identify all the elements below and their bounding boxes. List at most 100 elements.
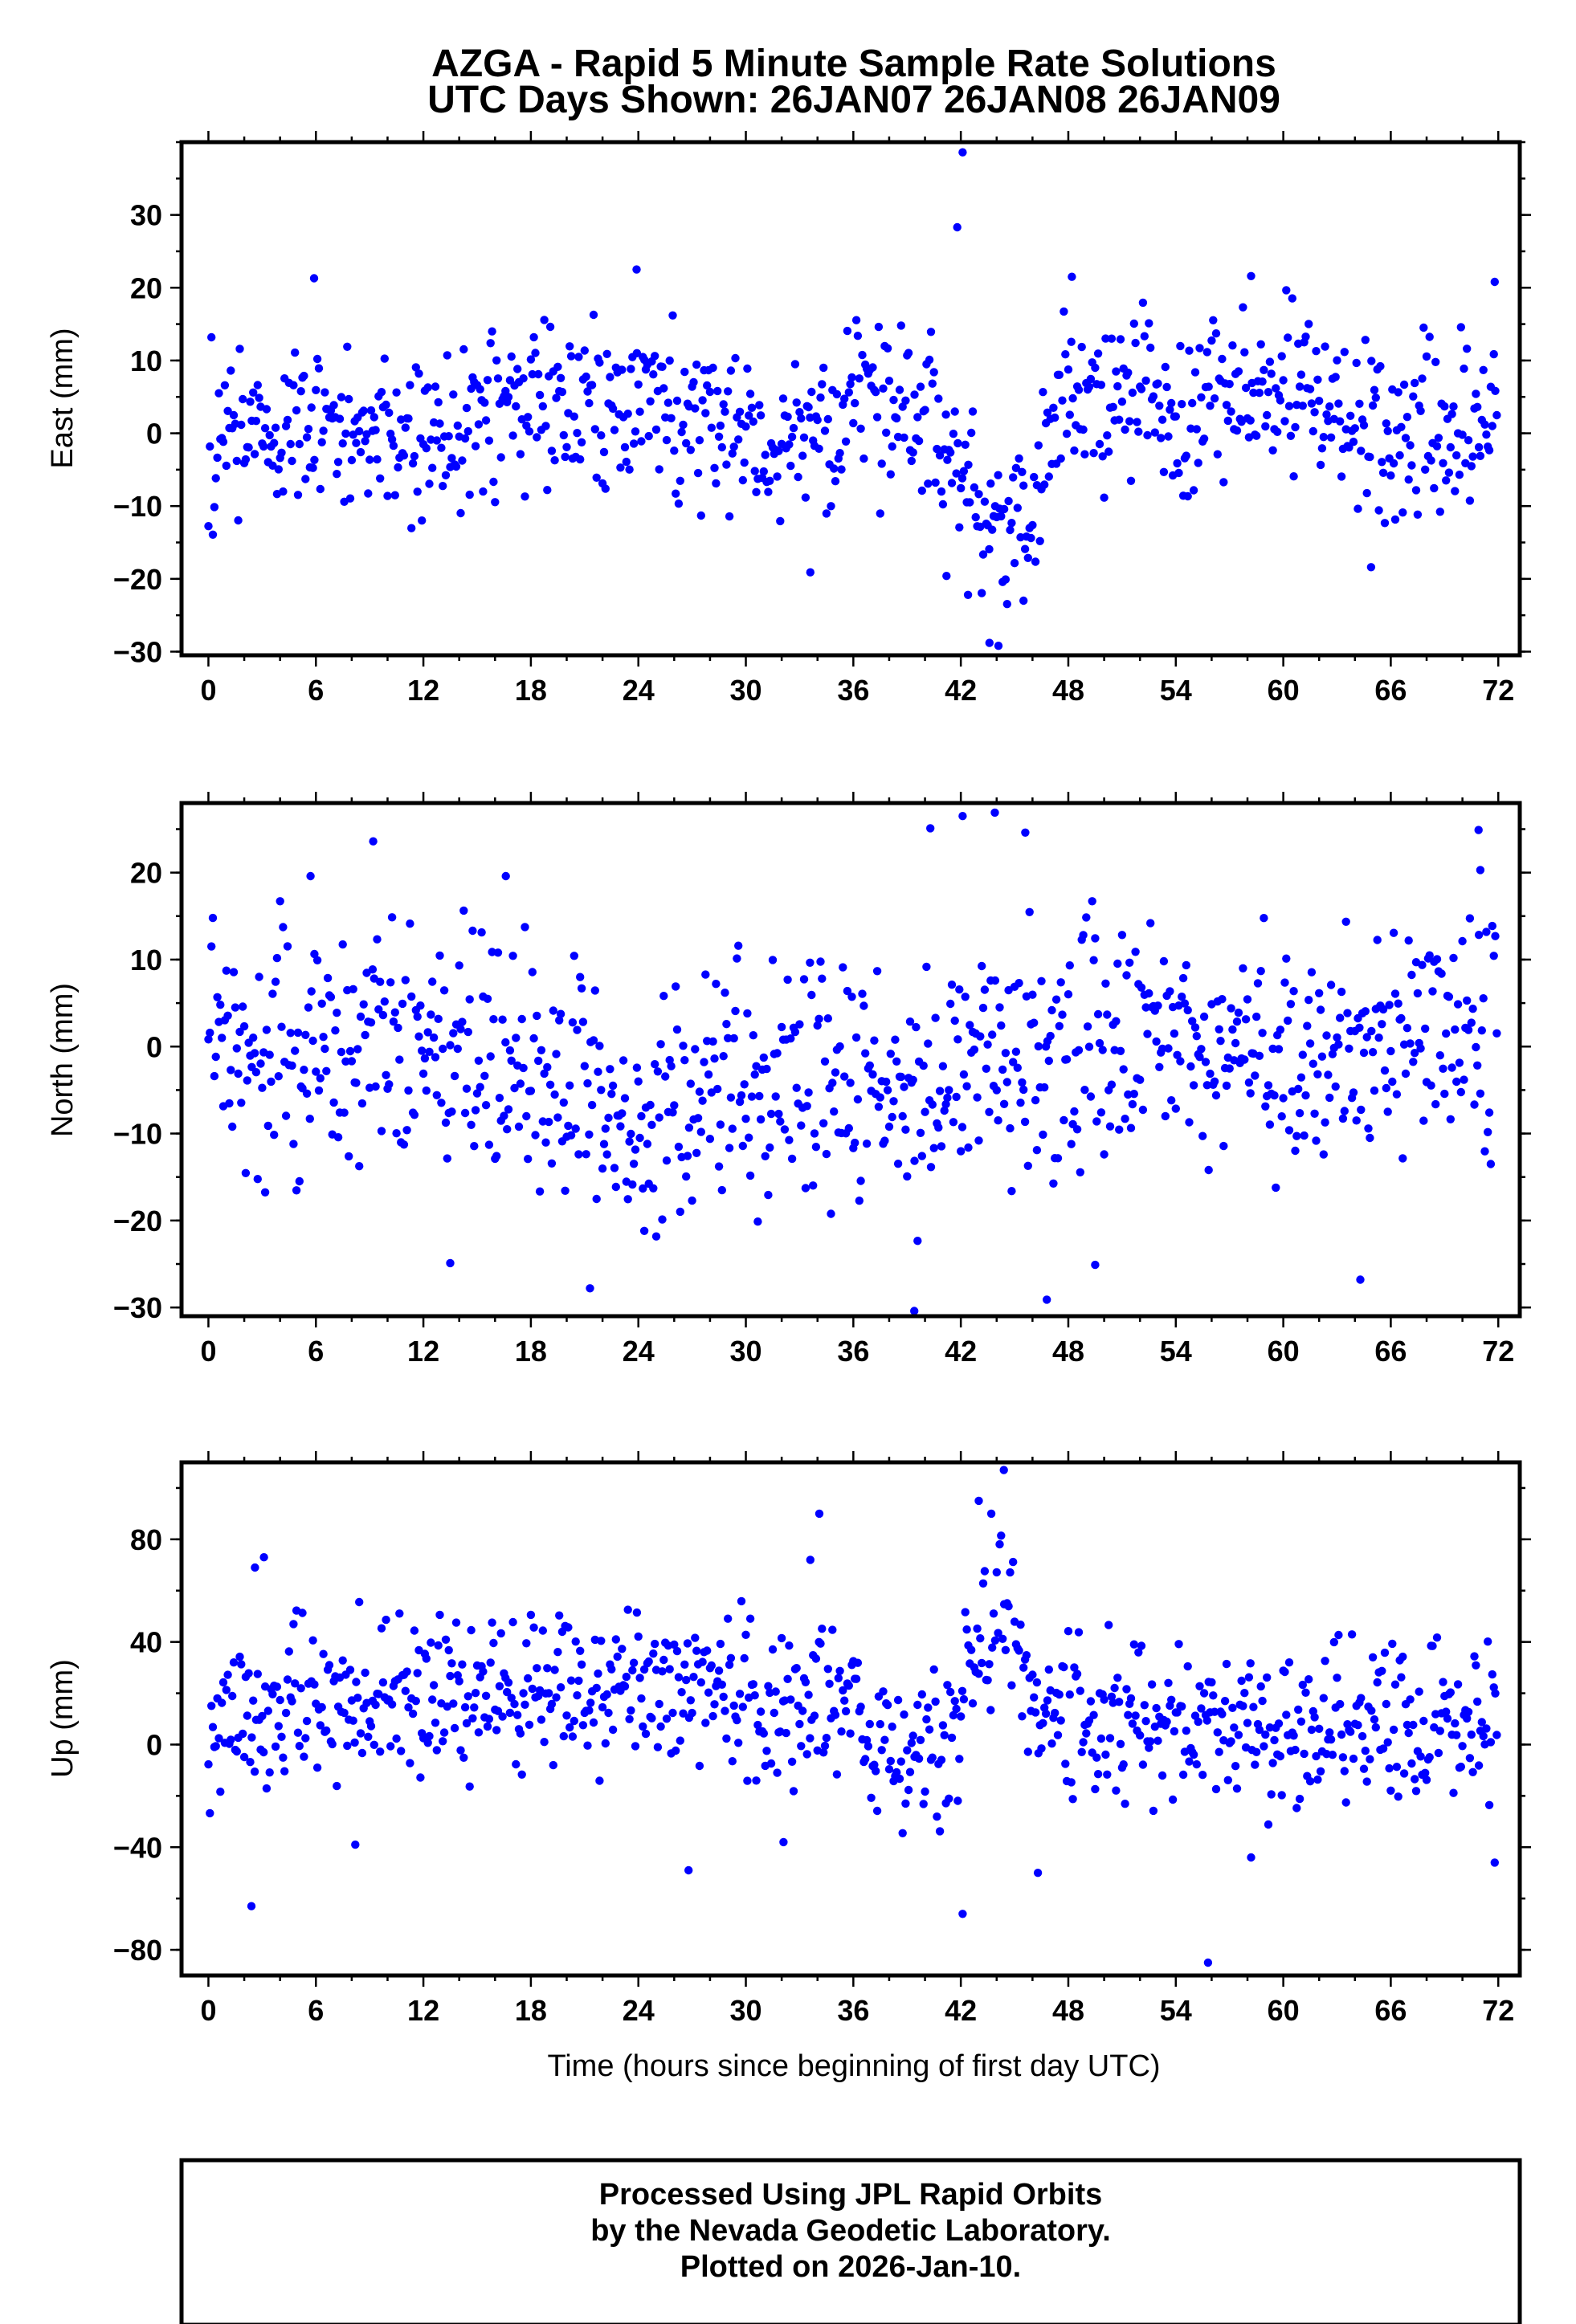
credit-box [179, 2158, 1522, 2324]
data-point [980, 497, 990, 506]
data-point [783, 975, 792, 985]
data-point [1447, 1063, 1456, 1072]
data-point [1455, 471, 1464, 479]
data-point [914, 436, 924, 446]
data-point [884, 1765, 894, 1774]
data-point [374, 1005, 383, 1014]
data-point [1373, 1678, 1382, 1687]
data-point [441, 471, 451, 479]
data-point [1456, 1762, 1466, 1772]
data-point [949, 1118, 958, 1127]
data-point [556, 1009, 565, 1018]
data-point [1357, 446, 1366, 455]
data-point [432, 436, 441, 445]
data-point [1104, 447, 1113, 456]
data-point [947, 1733, 957, 1743]
data-point [289, 381, 298, 389]
data-point-outlier [1356, 1275, 1365, 1284]
data-point [1153, 1736, 1162, 1745]
data-point [672, 1646, 682, 1656]
data-point [847, 993, 856, 1001]
data-point [1164, 1044, 1173, 1053]
data-point [418, 1046, 427, 1055]
data-point [504, 1678, 513, 1687]
data-point [292, 406, 301, 415]
data-point [429, 1033, 439, 1042]
data-point [806, 958, 815, 968]
data-point [966, 1021, 974, 1029]
data-point [1088, 897, 1096, 906]
data-point [912, 1022, 921, 1032]
data-point [811, 1654, 821, 1663]
data-point [903, 1746, 912, 1755]
data-point [1383, 1107, 1392, 1116]
x-tick-label: 60 [1268, 1335, 1300, 1368]
data-point-outlier [351, 1840, 360, 1849]
data-point [385, 408, 394, 418]
x-tick-label: 6 [308, 674, 324, 707]
data-point [270, 1131, 279, 1140]
data-point [441, 1118, 451, 1127]
data-point [580, 1062, 589, 1070]
data-point [792, 398, 801, 407]
data-point [1047, 1005, 1056, 1015]
data-point [876, 509, 885, 518]
data-point [946, 999, 955, 1009]
data-point [386, 1742, 395, 1751]
data-point [928, 379, 937, 388]
data-point [1389, 1725, 1398, 1735]
data-point [268, 989, 277, 998]
data-point [755, 401, 764, 410]
data-point [404, 1703, 413, 1712]
data-point [990, 976, 1000, 985]
data-point [260, 1188, 270, 1197]
data-point [874, 1103, 884, 1111]
data-point [556, 373, 565, 382]
data-point [1225, 380, 1234, 389]
data-point [1064, 1627, 1073, 1636]
data-point [1209, 1691, 1218, 1700]
data-point [1195, 344, 1204, 353]
data-point [225, 1099, 234, 1108]
data-point [317, 999, 326, 1009]
data-point [1086, 1092, 1096, 1101]
data-point [349, 1716, 357, 1725]
data-point [1252, 1012, 1261, 1021]
data-point [1407, 1759, 1416, 1768]
data-point [595, 1776, 604, 1785]
data-point [395, 1609, 404, 1618]
data-point [820, 1741, 830, 1751]
data-point [401, 1686, 410, 1695]
data-point [608, 1725, 618, 1735]
data-point [484, 1140, 494, 1149]
data-point [1263, 410, 1272, 420]
data-point [1152, 1037, 1161, 1046]
y-tick-label: −40 [113, 1831, 162, 1864]
data-point [618, 1109, 627, 1118]
data-point [326, 993, 336, 1001]
data-point [529, 332, 538, 342]
data-point [420, 1054, 430, 1063]
data-point [856, 424, 865, 433]
data-point [376, 1747, 385, 1756]
data-point [1304, 1675, 1313, 1684]
data-point [710, 1700, 719, 1709]
data-point [271, 423, 280, 432]
data-point [1228, 1703, 1237, 1712]
data-point [696, 1678, 705, 1687]
data-point [1015, 1646, 1023, 1655]
data-point [308, 1036, 317, 1046]
data-point [425, 479, 434, 488]
data-point [962, 1625, 971, 1634]
data-point [921, 406, 929, 414]
data-point [552, 1693, 561, 1702]
data-point [896, 321, 906, 330]
data-point [272, 1682, 282, 1691]
data-point [957, 474, 967, 483]
data-point [889, 1097, 898, 1106]
data-point [1218, 995, 1227, 1004]
data-point [1121, 1800, 1129, 1808]
data-point [223, 1670, 232, 1679]
data-point [1341, 917, 1350, 927]
data-point [376, 977, 385, 986]
